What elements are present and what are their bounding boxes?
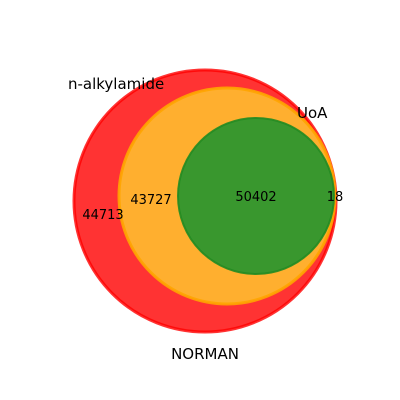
set-label-norman: NORMAN bbox=[171, 345, 239, 363]
set-label-uoa: UoA bbox=[297, 104, 328, 122]
region-count-orange-only: 43727 bbox=[130, 193, 171, 208]
set-label-n-alkylamide: n-alkylamide bbox=[68, 75, 164, 93]
set-circle-norman bbox=[177, 117, 335, 275]
region-count-green-inside: 50402 bbox=[235, 190, 276, 205]
region-count-right-sliver: 18 bbox=[327, 190, 344, 205]
region-count-red-only: 44713 bbox=[82, 208, 123, 223]
